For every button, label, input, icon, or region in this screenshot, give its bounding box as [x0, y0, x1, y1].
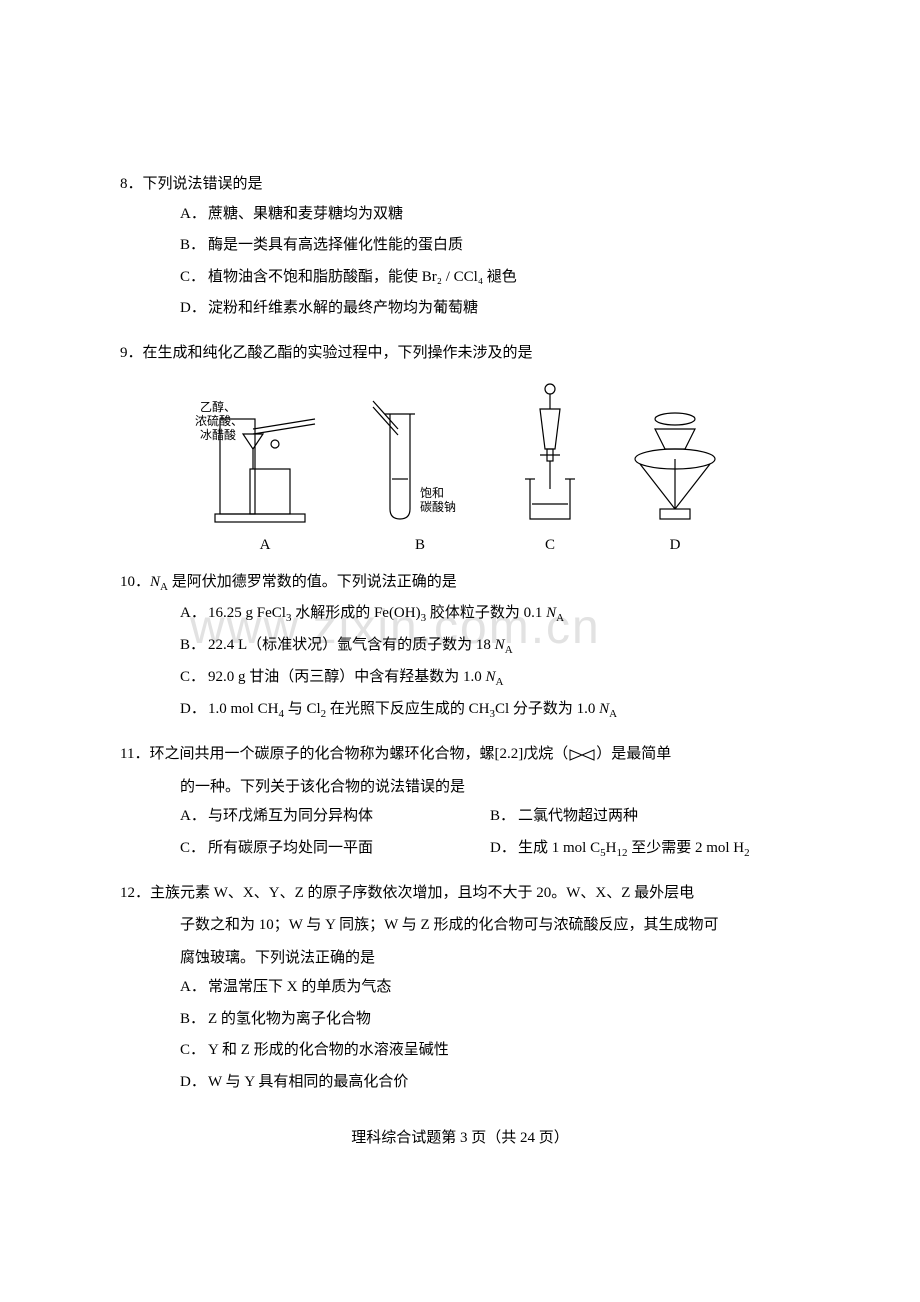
- q12-num: 12．: [120, 885, 150, 901]
- q10-d-text: 1.0 mol CH4 与 Cl2 在光照下反应生成的 CH3Cl 分子数为 1…: [208, 701, 617, 717]
- q8-opt-c: C．植物油含不饱和脂肪酸酯，能使 Br₂ / CCl₄ 褪色: [180, 262, 800, 294]
- question-12: 12．主族元素 W、X、Y、Z 的原子序数依次增加，且均不大于 20。W、X、Z…: [120, 879, 800, 1099]
- opt-label: C．: [180, 833, 208, 865]
- q12-stem1: 主族元素 W、X、Y、Z 的原子序数依次增加，且均不大于 20。W、X、Z 最外…: [150, 885, 694, 901]
- q8-opt-d: D．淀粉和纤维素水解的最终产物均为葡萄糖: [180, 293, 800, 325]
- q9-label-d: D: [670, 537, 681, 554]
- q12-stem2: 子数之和为 10；W 与 Y 同族；W 与 Z 形成的化合物可与浓硫酸反应，其生…: [120, 911, 800, 940]
- opt-label: C．: [180, 1035, 208, 1067]
- q10-stem: 10．NA 是阿伏加德罗常数的值。下列说法正确的是: [120, 568, 800, 598]
- q10-num: 10．: [120, 574, 150, 590]
- reagent-a2: 浓硫酸、: [195, 413, 243, 428]
- apparatus-b-icon: 饱和 碳酸钠: [365, 379, 475, 529]
- q8-a-text: 蔗糖、果糖和麦芽糖均为双糖: [208, 206, 403, 222]
- q8-stem: 8．下列说法错误的是: [120, 170, 800, 199]
- q11-opt-b: B．二氯代物超过两种: [490, 801, 800, 833]
- q12-c-text: Y 和 Z 形成的化合物的水溶液呈碱性: [208, 1042, 449, 1058]
- opt-label: A．: [180, 801, 208, 833]
- q9-stem-text: 在生成和纯化乙酸乙酯的实验过程中，下列操作未涉及的是: [143, 345, 533, 361]
- q11-opt-a: A．与环戊烯互为同分异构体: [180, 801, 490, 833]
- q11-opt-d: D．生成 1 mol C5H12 至少需要 2 mol H2: [490, 833, 800, 865]
- page-content: 8．下列说法错误的是 A．蔗糖、果糖和麦芽糖均为双糖 B．酶是一类具有高选择催化…: [120, 170, 800, 1098]
- q8-opt-a: A．蔗糖、果糖和麦芽糖均为双糖: [180, 199, 800, 231]
- page-footer: 理科综合试题第 3 页（共 24 页）: [0, 1126, 920, 1147]
- q11-opt-c: C．所有碳原子均处同一平面: [180, 833, 490, 865]
- spiro-icon: [568, 748, 596, 762]
- apparatus-a-icon: 乙醇、 浓硫酸、 冰醋酸: [195, 379, 335, 529]
- q9-diagram-b: 饱和 碳酸钠 B: [365, 379, 475, 554]
- q8-num: 8．: [120, 176, 143, 192]
- question-8: 8．下列说法错误的是 A．蔗糖、果糖和麦芽糖均为双糖 B．酶是一类具有高选择催化…: [120, 170, 800, 325]
- q11-options-row1: A．与环戊烯互为同分异构体 B．二氯代物超过两种: [120, 801, 800, 833]
- question-11: 11．环之间共用一个碳原子的化合物称为螺环化合物，螺[2.2]戊烷（）是最简单 …: [120, 740, 800, 865]
- q12-d-text: W 与 Y 具有相同的最高化合价: [208, 1074, 408, 1090]
- q9-diagram-d: D: [625, 379, 725, 554]
- q11-d-text: 生成 1 mol C5H12 至少需要 2 mol H2: [518, 840, 750, 856]
- q10-stem-text: 是阿伏加德罗常数的值。下列说法正确的是: [172, 574, 457, 590]
- q8-stem-text: 下列说法错误的是: [143, 176, 263, 192]
- reagent-b2: 碳酸钠: [420, 499, 456, 514]
- opt-label: A．: [180, 972, 208, 1004]
- q9-diagram-c: C: [505, 379, 595, 554]
- opt-label: D．: [490, 833, 518, 865]
- opt-label: D．: [180, 1067, 208, 1099]
- opt-label: A．: [180, 598, 208, 630]
- q8-c-text: 植物油含不饱和脂肪酸酯，能使 Br₂ / CCl₄ 褪色: [208, 269, 517, 285]
- opt-label: C．: [180, 262, 208, 294]
- q8-b-text: 酶是一类具有高选择催化性能的蛋白质: [208, 237, 463, 253]
- q10-options: A．16.25 g FeCl3 水解形成的 Fe(OH)3 胶体粒子数为 0.1…: [120, 598, 800, 726]
- q9-num: 9．: [120, 345, 143, 361]
- opt-label: B．: [490, 801, 518, 833]
- question-9: 9．在生成和纯化乙酸乙酯的实验过程中，下列操作未涉及的是 乙醇、 浓: [120, 339, 800, 555]
- reagent-a3: 冰醋酸: [200, 427, 236, 442]
- q12-stem: 12．主族元素 W、X、Y、Z 的原子序数依次增加，且均不大于 20。W、X、Z…: [120, 879, 800, 908]
- question-10: 10．NA 是阿伏加德罗常数的值。下列说法正确的是 A．16.25 g FeCl…: [120, 568, 800, 726]
- q12-opt-d: D．W 与 Y 具有相同的最高化合价: [180, 1067, 800, 1099]
- q11-stem: 11．环之间共用一个碳原子的化合物称为螺环化合物，螺[2.2]戊烷（ ）是最简单: [120, 740, 800, 769]
- q11-stem1: 环之间共用一个碳原子的化合物称为螺环化合物，螺[2.2]戊烷（: [149, 746, 568, 762]
- q9-label-c: C: [545, 537, 555, 554]
- q11-a-text: 与环戊烯互为同分异构体: [208, 808, 373, 824]
- q11-options-row2: C．所有碳原子均处同一平面 D．生成 1 mol C5H12 至少需要 2 mo…: [120, 833, 800, 865]
- opt-label: B．: [180, 230, 208, 262]
- q9-diagram-a: 乙醇、 浓硫酸、 冰醋酸 A: [195, 379, 335, 554]
- q10-c-text: 92.0 g 甘油（丙三醇）中含有羟基数为 1.0 NA: [208, 669, 503, 685]
- q11-stem2: ）是最简单: [596, 746, 671, 762]
- opt-label: D．: [180, 694, 208, 726]
- q12-a-text: 常温常压下 X 的单质为气态: [208, 979, 391, 995]
- opt-label: C．: [180, 662, 208, 694]
- q9-diagrams: 乙醇、 浓硫酸、 冰醋酸 A 饱和 碳酸钠: [120, 379, 800, 554]
- q11-b-text: 二氯代物超过两种: [518, 808, 638, 824]
- q10-opt-c: C．92.0 g 甘油（丙三醇）中含有羟基数为 1.0 NA: [180, 662, 800, 694]
- q9-label-b: B: [415, 537, 425, 554]
- q12-opt-c: C．Y 和 Z 形成的化合物的水溶液呈碱性: [180, 1035, 800, 1067]
- q10-opt-d: D．1.0 mol CH4 与 Cl2 在光照下反应生成的 CH3Cl 分子数为…: [180, 694, 800, 726]
- q12-b-text: Z 的氢化物为离子化合物: [208, 1011, 371, 1027]
- q10-opt-a: A．16.25 g FeCl3 水解形成的 Fe(OH)3 胶体粒子数为 0.1…: [180, 598, 800, 630]
- q12-opt-a: A．常温常压下 X 的单质为气态: [180, 972, 800, 1004]
- q10-opt-b: B．22.4 L（标准状况）氩气含有的质子数为 18 NA: [180, 630, 800, 662]
- q11-stem3: 的一种。下列关于该化合物的说法错误的是: [120, 773, 800, 802]
- q12-stem3: 腐蚀玻璃。下列说法正确的是: [120, 944, 800, 973]
- apparatus-c-icon: [505, 379, 595, 529]
- opt-label: A．: [180, 199, 208, 231]
- reagent-a1: 乙醇、: [200, 399, 236, 414]
- q11-c-text: 所有碳原子均处同一平面: [208, 840, 373, 856]
- q8-options: A．蔗糖、果糖和麦芽糖均为双糖 B．酶是一类具有高选择催化性能的蛋白质 C．植物…: [120, 199, 800, 325]
- q9-stem: 9．在生成和纯化乙酸乙酯的实验过程中，下列操作未涉及的是: [120, 339, 800, 368]
- q10-a-text: 16.25 g FeCl3 水解形成的 Fe(OH)3 胶体粒子数为 0.1 N…: [208, 605, 564, 621]
- q8-opt-b: B．酶是一类具有高选择催化性能的蛋白质: [180, 230, 800, 262]
- opt-label: B．: [180, 1004, 208, 1036]
- q11-num: 11．: [120, 746, 149, 762]
- reagent-b1: 饱和: [420, 485, 444, 500]
- opt-label: B．: [180, 630, 208, 662]
- q8-d-text: 淀粉和纤维素水解的最终产物均为葡萄糖: [208, 300, 478, 316]
- q12-options: A．常温常压下 X 的单质为气态 B．Z 的氢化物为离子化合物 C．Y 和 Z …: [120, 972, 800, 1098]
- apparatus-d-icon: [625, 379, 725, 529]
- q12-opt-b: B．Z 的氢化物为离子化合物: [180, 1004, 800, 1036]
- q9-label-a: A: [260, 537, 271, 554]
- opt-label: D．: [180, 293, 208, 325]
- q10-b-text: 22.4 L（标准状况）氩气含有的质子数为 18 NA: [208, 637, 513, 653]
